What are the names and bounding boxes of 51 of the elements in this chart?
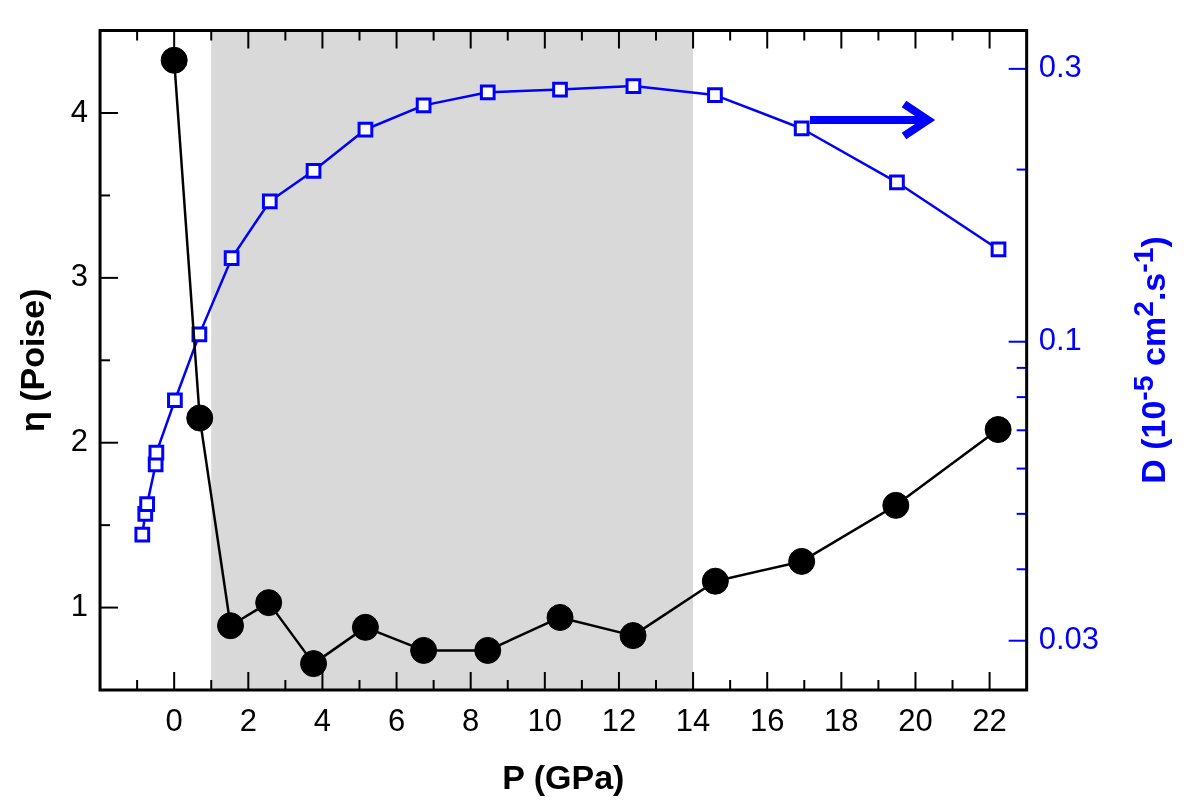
point	[990, 241, 1007, 258]
y2-tick-label: 0.1	[1038, 322, 1082, 358]
point	[625, 78, 642, 94]
x-tick-label: 14	[675, 703, 711, 739]
point	[351, 613, 379, 641]
point	[882, 491, 910, 519]
point	[984, 416, 1012, 444]
x-tick-label: 10	[527, 703, 563, 739]
point	[217, 612, 245, 640]
x-tick-label: 22	[972, 703, 1007, 739]
point	[474, 636, 502, 664]
x-tick-label: 20	[898, 703, 933, 739]
point	[793, 120, 810, 137]
x-tick-label: 2	[239, 703, 257, 739]
y2-tick-label: 0.03	[1038, 621, 1100, 657]
y-tick-label: 1	[70, 588, 89, 624]
point	[255, 589, 283, 617]
point	[415, 97, 432, 114]
point	[889, 174, 905, 191]
x-tick-label: 8	[462, 703, 480, 739]
point	[546, 603, 574, 631]
point	[223, 250, 240, 267]
point	[139, 496, 155, 512]
point	[619, 622, 647, 650]
point	[552, 81, 568, 98]
x-tick-label: 6	[387, 703, 406, 739]
point	[261, 193, 278, 210]
y-axis-title: η (Poise)	[12, 288, 51, 433]
point	[300, 650, 328, 678]
x-tick-label: 0	[165, 703, 183, 739]
y-tick-label: 3	[70, 258, 89, 294]
y-tick-label: 2	[70, 423, 89, 459]
point	[479, 84, 496, 101]
point	[707, 87, 723, 103]
x-tick-label: 4	[313, 703, 332, 739]
point	[701, 567, 729, 595]
point	[788, 547, 816, 575]
x-tick-label: 18	[824, 703, 859, 739]
x-tick-label: 12	[601, 703, 637, 739]
point	[134, 526, 151, 543]
x-tick-label: 16	[749, 703, 785, 739]
point	[305, 162, 322, 179]
point	[167, 392, 183, 409]
y-tick-label: 4	[70, 93, 89, 129]
y2-tick-label: 0.3	[1038, 49, 1082, 85]
point	[148, 444, 165, 461]
point	[160, 46, 188, 74]
point	[357, 121, 374, 138]
x-axis-title: P (GPa)	[502, 757, 625, 796]
point	[410, 636, 438, 664]
point	[186, 404, 214, 432]
